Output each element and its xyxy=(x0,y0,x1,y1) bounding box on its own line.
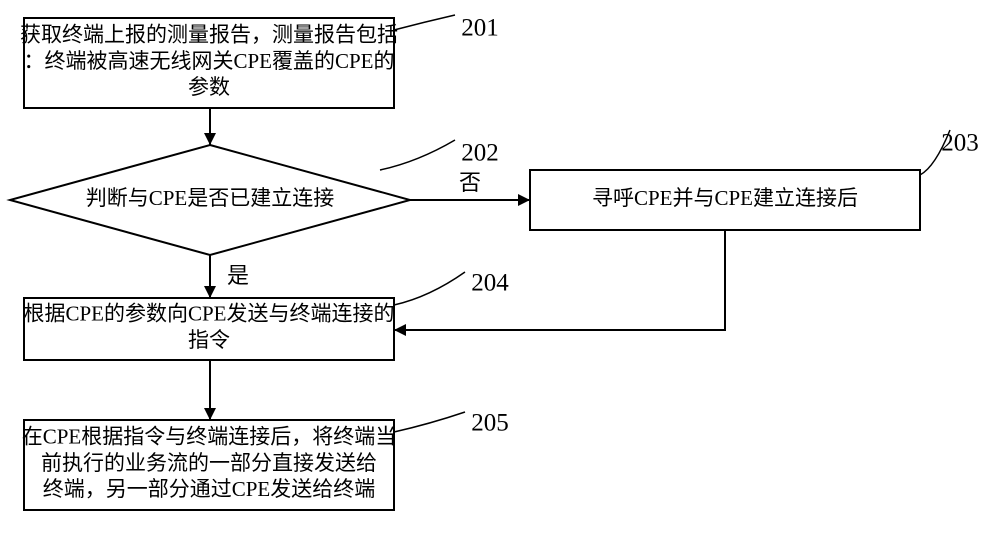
node-text: ：终端被高速无线网关CPE覆盖的CPE的 xyxy=(23,49,394,73)
node-text: 判断与CPE是否已建立连接 xyxy=(86,186,335,210)
node-text: 根据CPE的参数向CPE发送与终端连接的 xyxy=(23,302,394,326)
node-text: 终端，另一部分通过CPE发送给终端 xyxy=(43,477,376,501)
edge-label: 否 xyxy=(459,170,481,195)
node-text: 参数 xyxy=(188,75,230,99)
step-number: 204 xyxy=(471,270,509,297)
node-text: 获取终端上报的测量报告，测量报告包括 xyxy=(20,23,398,47)
edge-label: 是 xyxy=(227,263,249,288)
step-number: 201 xyxy=(461,15,499,42)
node-text: 指令 xyxy=(188,328,230,352)
step-number: 205 xyxy=(471,410,509,437)
node-text: 在CPE根据指令与终端连接后，将终端当 xyxy=(22,425,397,449)
step-number: 202 xyxy=(461,140,499,167)
node-text: 寻呼CPE并与CPE建立连接后 xyxy=(592,186,858,210)
node-text: 前执行的业务流的一部分直接发送给 xyxy=(41,451,377,475)
step-number: 203 xyxy=(941,130,979,157)
